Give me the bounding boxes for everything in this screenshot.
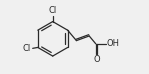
Text: O: O (93, 55, 100, 64)
Text: Cl: Cl (49, 6, 57, 15)
Text: Cl: Cl (23, 44, 31, 53)
Text: OH: OH (107, 39, 119, 48)
